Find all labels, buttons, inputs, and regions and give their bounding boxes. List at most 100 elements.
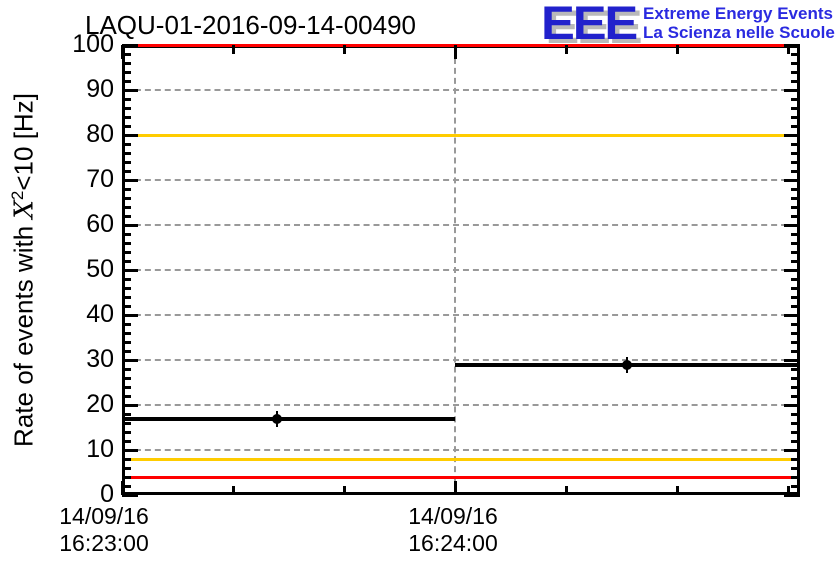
x-axis-tick-top [120,45,124,59]
y-axis-tick [122,331,131,335]
gridline-horizontal [125,449,797,451]
y-axis-tick-right [791,376,800,380]
y-axis-tick [122,430,131,434]
y-axis-tick [122,466,131,470]
y-tick-label: 90 [86,75,114,103]
y-axis-tick-right [791,205,800,209]
y-axis-tick [122,412,131,416]
y-axis-tick-right [791,187,800,191]
y-axis-tick-right [791,484,800,488]
y-axis-tick-right [791,160,800,164]
x-axis-minor-tick-top [231,45,235,54]
eee-logo-acronym: EEE [541,0,638,49]
y-axis-tick [122,178,138,182]
y-axis-tick-right [791,52,800,56]
y-axis-tick-right [784,313,800,317]
y-axis-tick-right [791,250,800,254]
y-axis-tick-right [784,493,800,497]
y-axis-tick-right [791,196,800,200]
y-axis-tick [122,385,131,389]
y-axis-title-exponent: 2 [8,190,27,201]
x-axis-minor-tick-top [342,45,346,54]
y-axis-tick [122,484,131,488]
y-axis-tick-right [791,286,800,290]
gridline-horizontal [125,359,797,361]
y-axis-tick [122,403,138,407]
y-axis-tick-right [791,340,800,344]
gridline-horizontal [125,314,797,316]
y-axis-tick [122,394,131,398]
x-axis-minor-tick-top [675,45,679,54]
x-tick-label-date: 14/09/16 [59,503,149,529]
y-axis-tick [122,376,131,380]
y-axis-tick [122,124,131,128]
y-axis-tick [122,439,131,443]
y-axis-tick [122,205,131,209]
y-axis-tick [122,115,131,119]
y-axis-tick [122,79,131,83]
x-axis-minor-tick [231,486,235,495]
y-axis-title-prefix: Rate of events with [8,218,39,447]
y-axis-tick-right [791,241,800,245]
y-tick-label: 10 [86,435,114,463]
eee-logo-subtitles: Extreme Energy Events La Scienza nelle S… [643,4,835,42]
y-axis-tick [122,358,138,362]
y-axis-tick [122,61,131,65]
y-axis-tick [122,70,131,74]
plot-frame [122,45,800,495]
threshold-line [122,476,800,479]
x-axis-tick [453,481,457,495]
x-tick-label: 14/09/16 16:23:00 [59,503,149,557]
x-axis-tick [120,481,124,495]
y-axis-tick-right [791,385,800,389]
logo-subtitle-line2: La Scienza nelle Scuole [643,23,835,42]
y-axis-tick [122,106,131,110]
y-axis-tick [122,259,131,263]
y-axis-tick [122,493,138,497]
y-axis-tick [122,142,131,146]
y-axis-tick-right [791,349,800,353]
y-axis-tick [122,187,131,191]
y-axis-tick [122,313,138,317]
y-axis-tick-right [791,367,800,371]
y-axis-tick-right [791,322,800,326]
y-axis-tick-right [791,97,800,101]
gridline-horizontal [125,269,797,271]
y-axis-tick-right [791,457,800,461]
y-axis-tick [122,349,131,353]
y-axis-tick-right [791,304,800,308]
y-axis-tick [122,322,131,326]
x-tick-label: 14/09/16 16:24:00 [408,503,498,557]
y-axis-tick-right [791,142,800,146]
data-bin-line [122,417,455,422]
plot-title: LAQU-01-2016-09-14-00490 [85,10,416,40]
y-axis-tick [122,97,131,101]
y-axis-title-variable: X [9,200,40,219]
y-axis-tick [122,151,131,155]
x-tick-label-date: 14/09/16 [408,503,498,529]
data-point-marker [622,359,633,370]
y-axis-tick [122,133,138,137]
y-tick-label: 100 [72,30,114,58]
gridline-horizontal [125,404,797,406]
y-axis-tick [122,169,131,173]
y-axis-tick-right [791,70,800,74]
y-tick-label: 0 [100,480,114,508]
y-axis-tick-right [791,394,800,398]
y-axis-tick [122,277,131,281]
eee-logo: EEE Extreme Energy Events La Scienza nel… [541,0,835,49]
y-axis-tick [122,448,138,452]
x-axis-minor-tick [786,486,790,495]
y-axis-tick-right [791,439,800,443]
y-axis-tick-right [784,448,800,452]
x-tick-label-time: 16:23:00 [59,530,149,556]
y-axis-title: Rate of events with X2<10 [Hz] [8,45,40,495]
y-axis-tick-right [791,169,800,173]
y-axis-tick-right [791,214,800,218]
y-tick-label: 40 [86,300,114,328]
y-axis-tick-right [784,43,800,47]
x-axis-minor-tick [675,486,679,495]
y-tick-label: 60 [86,210,114,238]
y-axis-tick [122,43,138,47]
y-axis-tick-right [791,106,800,110]
